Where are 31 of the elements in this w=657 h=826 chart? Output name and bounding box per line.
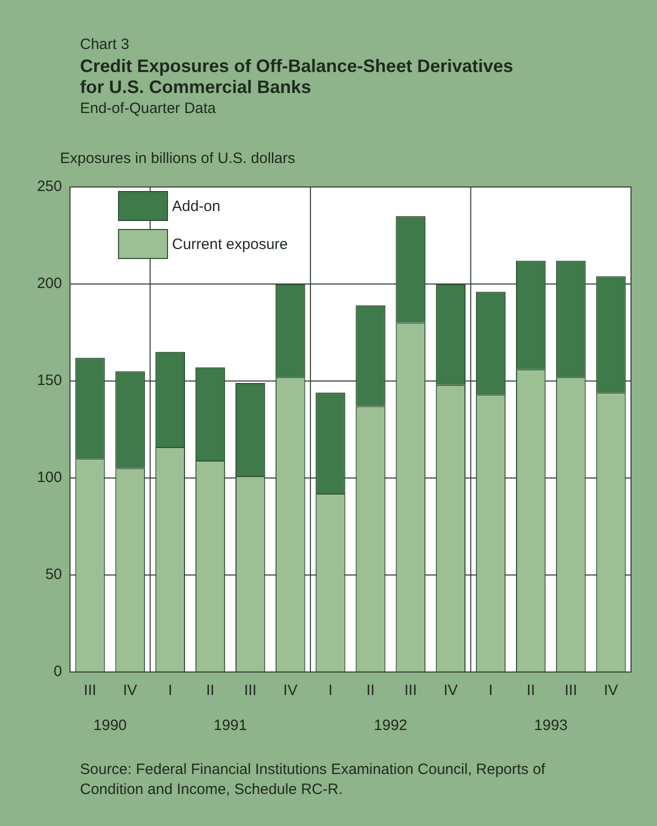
y-tick-label: 50 [45,566,62,584]
y-tick-label: 250 [36,178,62,196]
x-tick-label: III [244,682,257,700]
x-tick-label: IV [604,682,618,700]
x-tick-label: IV [283,682,298,700]
y-tick-label: 100 [36,469,62,486]
text: 1993 [534,717,568,734]
chart-subtitle: End-of-Quarter Data [80,100,216,117]
caption: Chart 3 [80,36,130,53]
text: 1991 [214,717,247,734]
y-axis-title: Exposures in billions of U.S. dollars [60,150,296,167]
x-tick-label: III [564,682,578,700]
x-tick-label: I [488,682,493,700]
x-tick-label: III [404,682,417,700]
x-tick-label: II [366,682,375,700]
x-tick-label: I [328,682,333,700]
chart-title: Credit Exposures of Off-Balance-Sheet Derivatives for U.S. Commercial Banks [80,56,514,98]
legend-label: Add-on [172,198,220,214]
x-tick-label: III [84,682,96,700]
source-note: Source: Federal Financial Institutions Examination Council, Reports of Condition and Income, Schedule RC-R. [80,760,546,800]
legend-label: Current exposure [172,236,288,252]
y-tick-label: 150 [36,372,62,390]
x-tick-label: II [526,682,535,700]
x-tick-label: IV [123,682,138,700]
y-tick-label: 0 [54,663,62,680]
x-tick-label: IV [444,682,458,700]
text: 1992 [374,717,408,734]
text: 1990 [93,717,127,734]
x-tick-label: II [206,682,214,700]
y-tick-label: 200 [36,275,62,292]
x-tick-label: I [168,682,172,700]
